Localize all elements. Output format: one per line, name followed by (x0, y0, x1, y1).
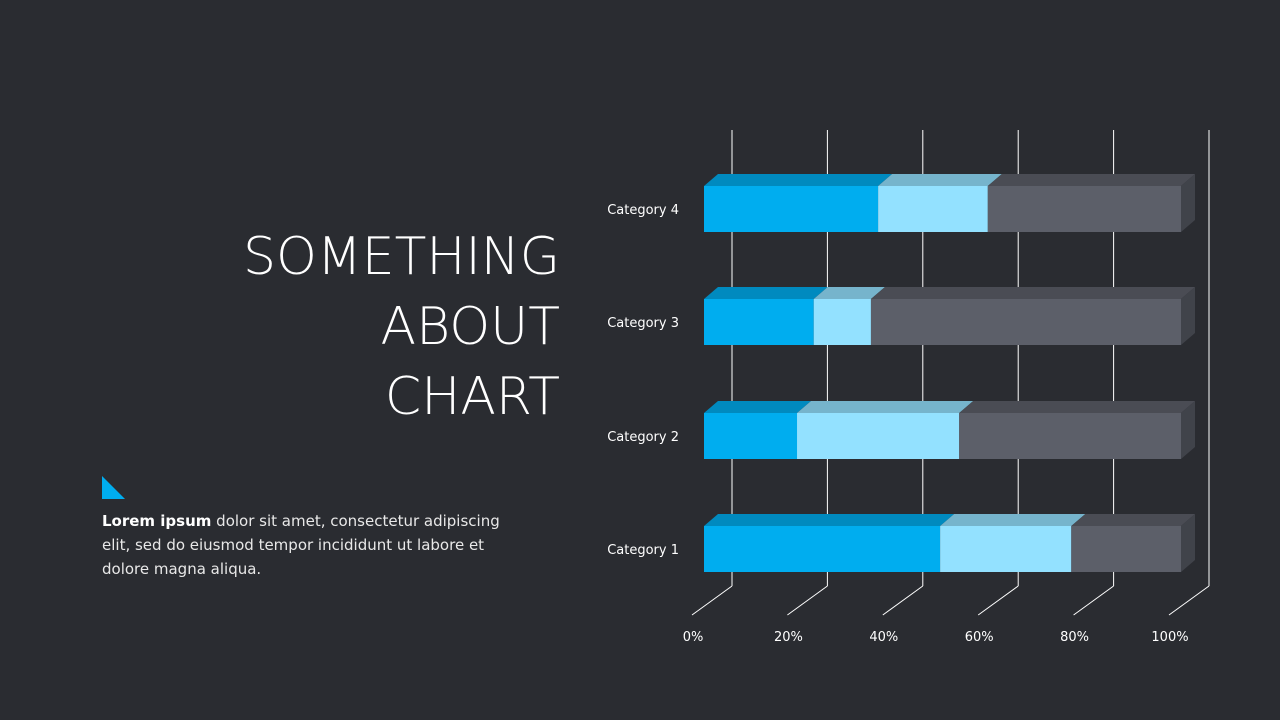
bar-top-c2-s2 (797, 401, 974, 413)
title-line-1: SOMETHING (242, 227, 560, 287)
bar-side-c2 (1181, 401, 1195, 459)
accent-triangle (102, 476, 125, 499)
bar-c1-s1 (704, 526, 941, 572)
bar-c2-s3 (959, 413, 1181, 459)
bar-top-c4-s1 (704, 174, 893, 186)
bar-c3-s2 (813, 299, 871, 345)
bar-c4-s2 (878, 186, 988, 232)
x-tick-label-0: 0% (683, 630, 704, 645)
labels-layer: 0% 20% 40% 60% 80% 100% Category 1 Category 2 Ca… (607, 203, 1188, 645)
floor-line-5 (1168, 585, 1210, 616)
x-tick-label-3: 60% (965, 630, 994, 645)
floor-line-2 (882, 585, 924, 616)
x-tick-label-5: 100% (1151, 630, 1188, 645)
bar-top-c1-s3 (1071, 514, 1195, 526)
bar-c2-s2 (797, 413, 960, 459)
floor-line-3 (977, 585, 1019, 616)
floor-line-1 (787, 585, 828, 616)
body-rest: dolor sit amet, consectetur adipiscing e… (102, 512, 500, 578)
bar-c1-s2 (940, 526, 1072, 572)
bar-c4-s3 (987, 186, 1181, 232)
bar-c1-s3 (1071, 526, 1181, 572)
bar-top-c2-s1 (704, 401, 812, 413)
category-label-2: Category 2 (607, 430, 679, 445)
title-line-3: CHART (384, 367, 560, 427)
bar-top-c2-s3 (959, 401, 1195, 413)
bar-top-c3-s3 (870, 287, 1195, 299)
bars-layer (704, 174, 1195, 572)
bar-top-c1-s2 (940, 514, 1086, 526)
x-tick-label-4: 80% (1060, 630, 1089, 645)
category-label-1: Category 1 (607, 543, 679, 558)
bar-c2-s1 (704, 413, 798, 459)
bar-top-c3-s2 (813, 287, 885, 299)
body-bold: Lorem ipsum (102, 512, 212, 530)
floor-line-4 (1073, 585, 1114, 616)
bar-top-c3-s1 (704, 287, 828, 299)
bar-c3-s3 (870, 299, 1181, 345)
category-label-3: Category 3 (607, 316, 679, 331)
body-text: Lorem ipsum dolor sit amet, consectetur … (102, 509, 502, 581)
bar-top-c4-s3 (987, 174, 1195, 186)
bar-top-c1-s1 (704, 514, 955, 526)
bar-side-c3 (1181, 287, 1195, 345)
bar-side-c1 (1181, 514, 1195, 572)
floor-line-0 (691, 585, 733, 616)
title-line-2: ABOUT (380, 297, 560, 357)
slide-title: SOMETHING ABOUT CHART (243, 222, 560, 432)
bar-c4-s1 (704, 186, 879, 232)
category-label-4: Category 4 (607, 203, 679, 218)
bar-top-c4-s2 (878, 174, 1002, 186)
x-tick-label-1: 20% (774, 630, 803, 645)
bar-side-c4 (1181, 174, 1195, 232)
x-tick-label-2: 40% (869, 630, 898, 645)
bar-c3-s1 (704, 299, 814, 345)
